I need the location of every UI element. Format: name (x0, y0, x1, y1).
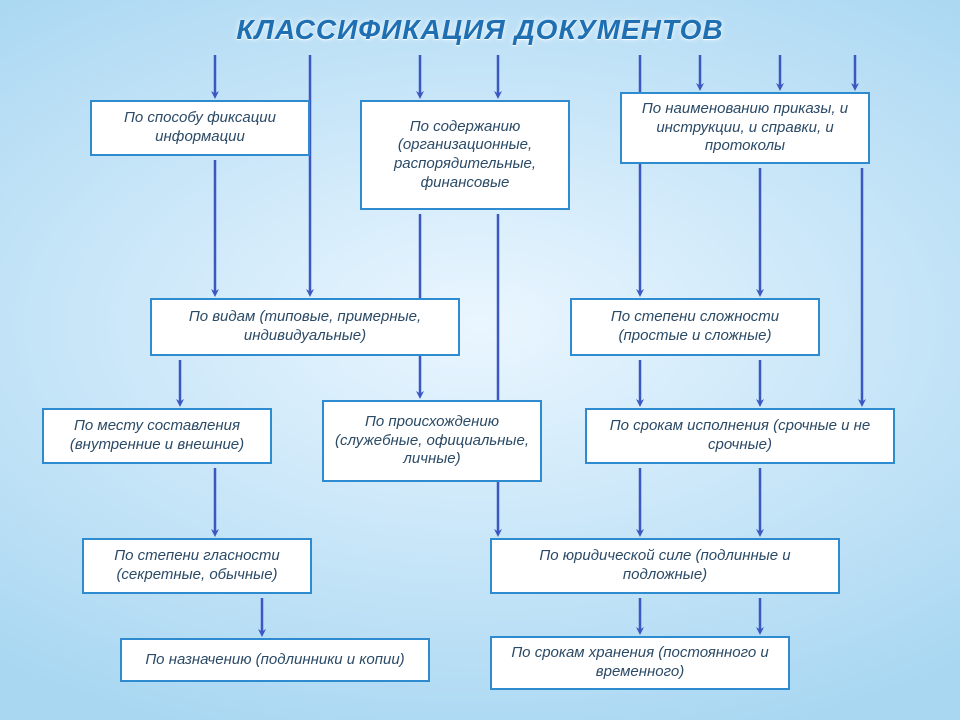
diagram-node: По месту составления (внутренние и внешн… (42, 408, 272, 464)
diagram-node: По происхождению (служебные, официальные… (322, 400, 542, 482)
diagram-node: По содержанию (организационные, распоряд… (360, 100, 570, 210)
diagram-node: По наименованию приказы, и инструкции, и… (620, 92, 870, 164)
diagram-node: По видам (типовые, примерные, индивидуал… (150, 298, 460, 356)
diagram-node: По назначению (подлинники и копии) (120, 638, 430, 682)
diagram-canvas: КЛАССИФИКАЦИЯ ДОКУМЕНТОВ По способу фикс… (0, 0, 960, 720)
diagram-node: По срокам исполнения (срочные и не срочн… (585, 408, 895, 464)
diagram-node: По степени сложности (простые и сложные) (570, 298, 820, 356)
diagram-node: По способу фиксации информации (90, 100, 310, 156)
diagram-node: По юридической силе (подлинные и подложн… (490, 538, 840, 594)
diagram-node: По срокам хранения (постоянного и времен… (490, 636, 790, 690)
diagram-node: По степени гласности (секретные, обычные… (82, 538, 312, 594)
diagram-title: КЛАССИФИКАЦИЯ ДОКУМЕНТОВ (0, 14, 960, 46)
